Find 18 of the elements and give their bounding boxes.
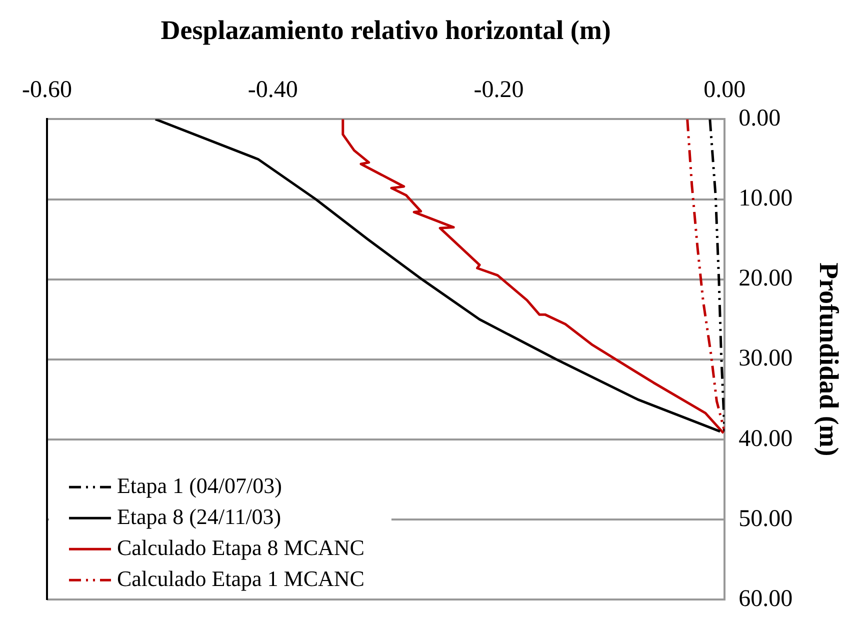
legend-label: Calculado Etapa 8 MCANC	[116, 534, 364, 560]
legend-label: Etapa 1 (04/07/03)	[116, 472, 282, 498]
x-tick-label: -0.60	[22, 77, 72, 104]
legend-label: Etapa 8 (24/11/03)	[116, 504, 282, 529]
y-tick-label: 50.00	[738, 506, 793, 532]
y-axis-title: Profundidad (m)	[814, 262, 844, 456]
x-tick-label: -0.40	[248, 77, 298, 104]
legend-label: Calculado Etapa 1 MCANC	[116, 566, 364, 591]
x-tick-label: -0.20	[474, 77, 524, 104]
y-tick-label: 0.00	[738, 105, 781, 132]
y-tick-label: 30.00	[738, 346, 793, 372]
x-tick-label: 0.00	[704, 77, 746, 104]
y-tick-label: 40.00	[738, 426, 793, 452]
line-series	[708, 119, 725, 433]
y-tick-label: 10.00	[738, 186, 793, 212]
y-tick-label: 60.00	[738, 586, 793, 612]
x-axis-title: Desplazamiento relativo horizontal (m)	[160, 15, 611, 46]
y-tick-label: 20.00	[738, 266, 793, 292]
